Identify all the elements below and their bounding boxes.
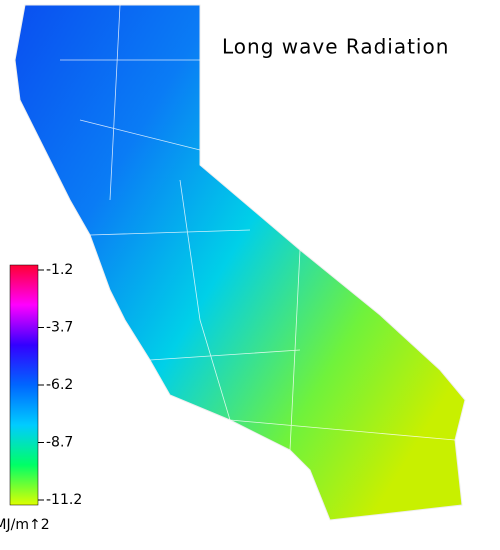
tick-label: -6.2 [46, 377, 73, 393]
map-title: Long wave Radiation [222, 35, 449, 59]
tick-label: -8.7 [46, 435, 73, 451]
tick-label: -1.2 [46, 262, 73, 278]
colorbar [9, 264, 39, 506]
tick-label: -3.7 [46, 320, 73, 336]
colorbar-ticks: -1.2 -3.7 -6.2 -8.7 -11.2 [38, 262, 82, 508]
county-lines [60, 4, 456, 451]
colorbar-unit: MJ/m↑2 [0, 517, 50, 533]
california-map [14, 4, 466, 521]
tick-label: -11.2 [46, 492, 82, 508]
